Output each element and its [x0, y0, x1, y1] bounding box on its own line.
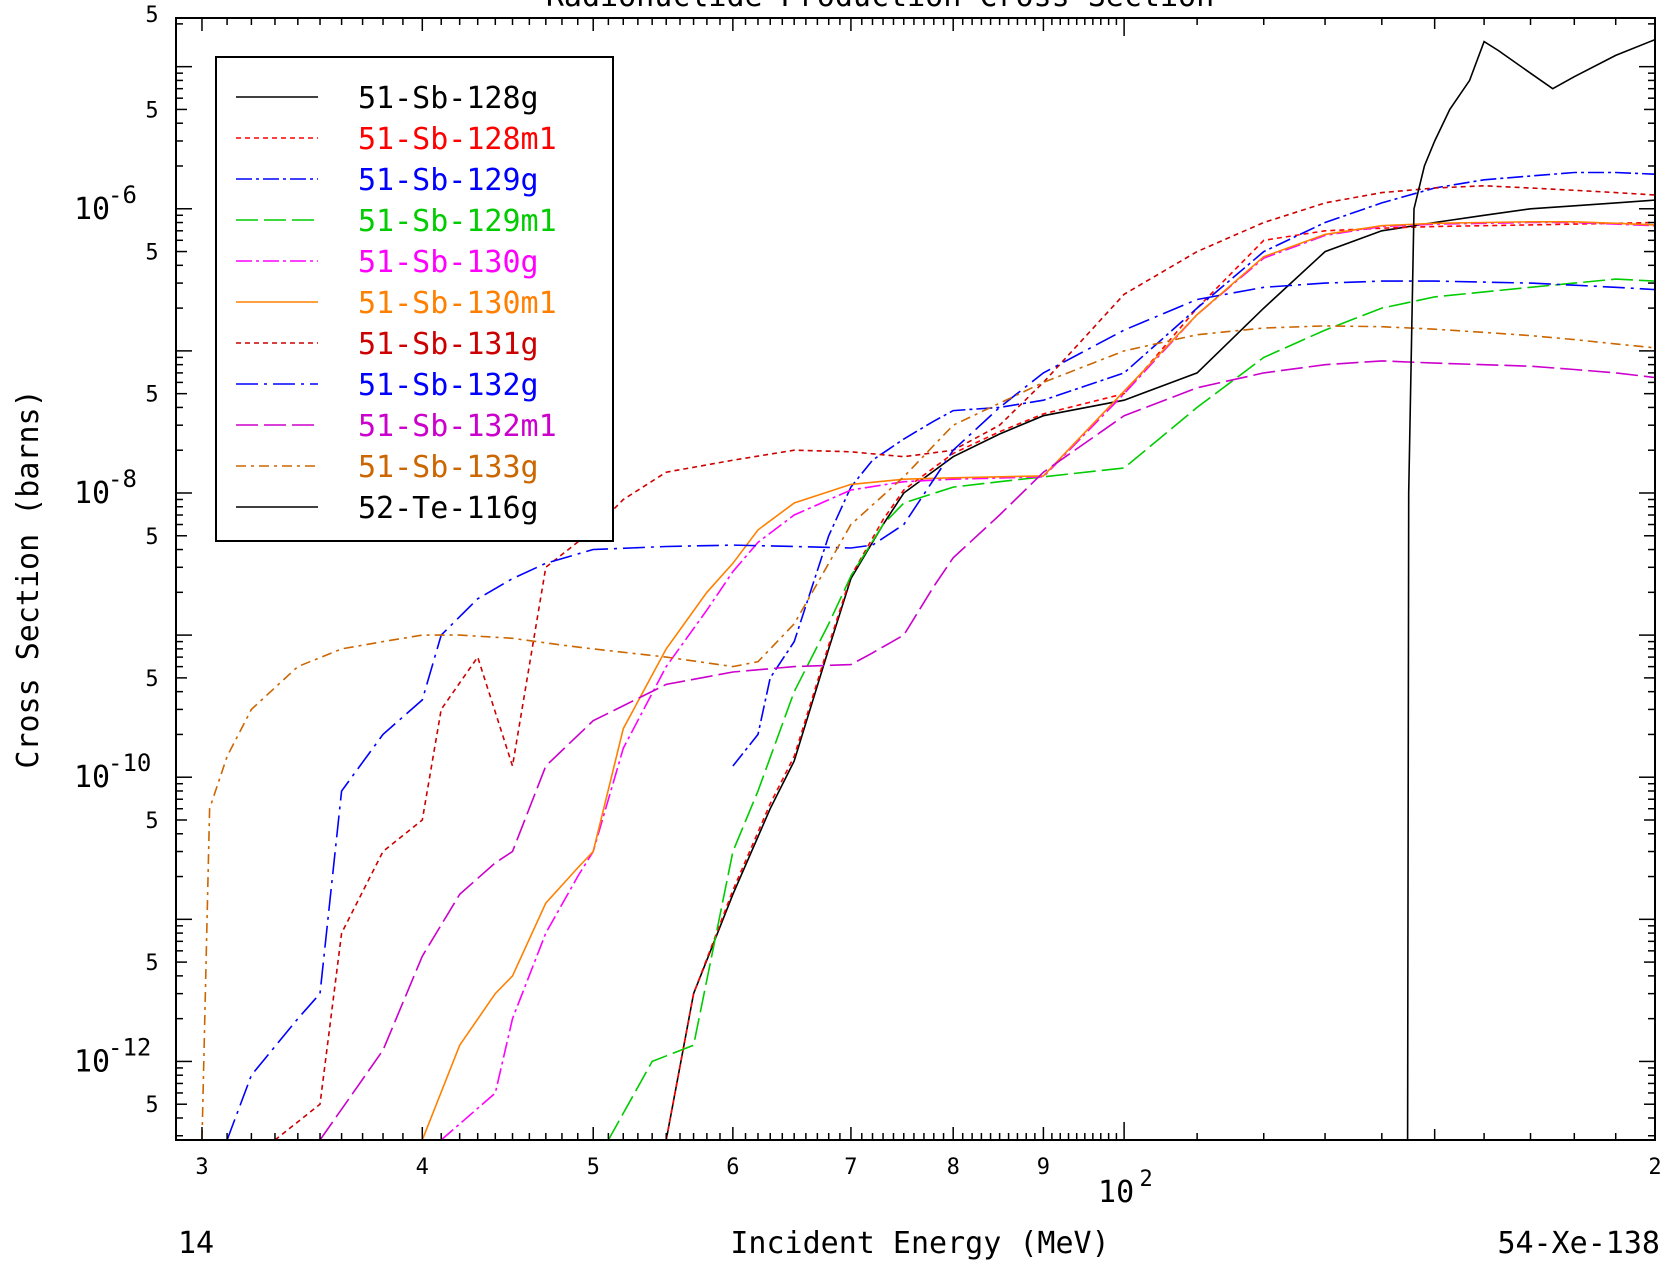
legend-label: 52-Te-116g [358, 491, 539, 526]
x-tick-label: 5 [587, 1155, 600, 1180]
series-line-3 [607, 278, 1655, 1140]
series-line-5 [421, 221, 1655, 1140]
x-tick-label: 7 [844, 1155, 857, 1180]
series-line-8 [319, 360, 1655, 1140]
series-line-4 [440, 221, 1655, 1140]
y-five-label: 5 [145, 809, 158, 834]
y-five-label: 5 [145, 667, 158, 692]
series-line-6 [274, 184, 1655, 1140]
series-line-10 [1406, 38, 1655, 1140]
y-decade-base: 10 [74, 760, 110, 795]
series-line-0 [665, 199, 1655, 1140]
legend-label: 51-Sb-129m1 [358, 204, 557, 239]
y-five-label: 5 [145, 525, 158, 550]
x-decade-base: 10 [1098, 1175, 1134, 1210]
y-five-label: 5 [145, 951, 158, 976]
y-decade-base: 10 [74, 192, 110, 227]
x-tick-label: 3 [195, 1155, 208, 1180]
legend-label: 51-Sb-129g [358, 163, 539, 198]
y-decade-exp: -6 [108, 181, 137, 209]
x-tick-label: 4 [416, 1155, 429, 1180]
chart-title: Radionuclide Production Cross Section [546, 0, 1214, 14]
legend-label: 51-Sb-130g [358, 245, 539, 280]
plot-frame [175, 17, 1656, 1141]
legend-label: 51-Sb-133g [358, 450, 539, 485]
bottom-right-label: 54-Xe-138 [1497, 1226, 1660, 1261]
legend-label: 51-Sb-132g [358, 368, 539, 403]
y-decade-exp: -8 [108, 465, 137, 493]
top-left-tick-label: 5 [145, 3, 158, 28]
legend-label: 51-Sb-128m1 [358, 122, 557, 157]
y-five-label: 5 [145, 241, 158, 266]
x-decade-exp: 2 [1139, 1167, 1152, 1192]
y-five-label: 5 [145, 383, 158, 408]
legend-label: 51-Sb-128g [358, 81, 539, 116]
legend-label: 51-Sb-131g [358, 327, 539, 362]
x-tick-label: 9 [1037, 1155, 1050, 1180]
bottom-left-label: 14 [178, 1226, 214, 1261]
y-five-label: 5 [145, 98, 158, 123]
x-axis-label: Incident Energy (MeV) [730, 1226, 1109, 1261]
series-line-1 [665, 221, 1655, 1140]
y-axis-label: Cross Section (barns) [11, 389, 46, 768]
series-line-9 [201, 325, 1655, 1140]
series-line-2 [732, 171, 1655, 767]
y-five-label: 5 [145, 1093, 158, 1118]
legend-label: 51-Sb-132m1 [358, 409, 557, 444]
x-tick-label: 2 [1648, 1155, 1661, 1180]
y-decade-exp: -10 [108, 749, 151, 777]
legend-label: 51-Sb-130m1 [358, 286, 557, 321]
series-line-7 [226, 280, 1655, 1140]
y-decade-base: 10 [74, 476, 110, 511]
x-tick-label: 6 [726, 1155, 739, 1180]
x-tick-label: 8 [947, 1155, 960, 1180]
y-decade-base: 10 [74, 1044, 110, 1079]
y-decade-exp: -12 [108, 1033, 151, 1061]
